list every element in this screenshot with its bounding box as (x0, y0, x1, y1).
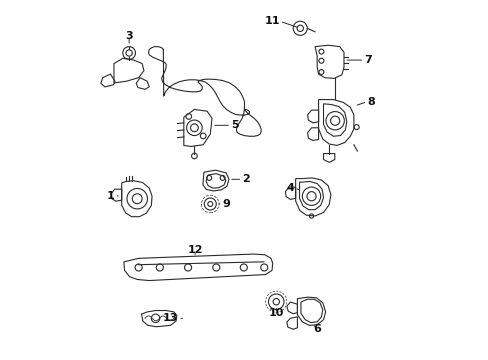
Text: 8: 8 (366, 97, 374, 107)
Text: 7: 7 (364, 55, 371, 65)
Text: 10: 10 (268, 309, 284, 318)
Text: 12: 12 (187, 245, 203, 255)
Text: 2: 2 (242, 174, 250, 184)
Text: 9: 9 (222, 199, 230, 209)
Text: 1: 1 (107, 191, 114, 201)
Text: 3: 3 (125, 31, 133, 41)
Text: 11: 11 (264, 16, 279, 26)
Text: 5: 5 (231, 120, 238, 130)
Text: 13: 13 (163, 313, 178, 323)
Text: 6: 6 (313, 324, 321, 334)
Text: 4: 4 (286, 183, 294, 193)
